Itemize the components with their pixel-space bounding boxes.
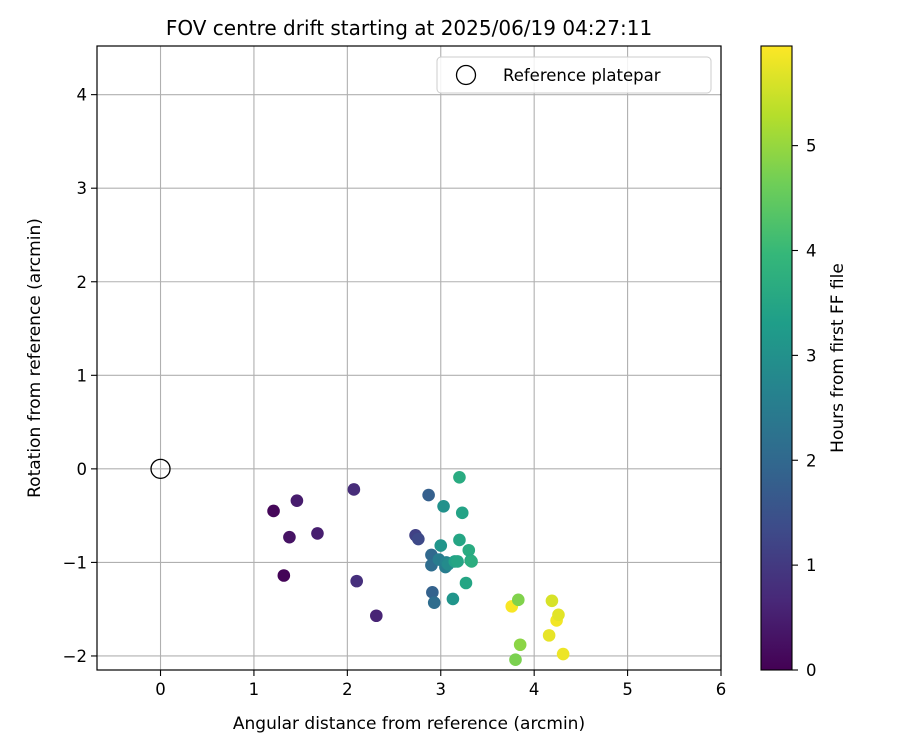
- scatter-point: [283, 530, 296, 544]
- x-tick-label: 3: [436, 680, 447, 699]
- data-points: [267, 470, 570, 667]
- colorbar-tick-label: 0: [806, 661, 817, 680]
- plot-frame: [96, 45, 722, 671]
- scatter-point: [427, 596, 441, 609]
- colorbar-tick-label: 1: [806, 556, 817, 575]
- legend: Reference platepar: [436, 56, 712, 94]
- colorbar-frame: [760, 45, 793, 671]
- colorbar-tick-label: 4: [806, 242, 817, 261]
- scatter-point: [267, 504, 280, 518]
- y-axis-label: Rotation from reference (arcmin): [25, 218, 45, 498]
- y-tick-label: 2: [77, 273, 88, 292]
- scatter-point: [552, 608, 565, 622]
- scatter-point: [370, 609, 383, 623]
- scatter-point: [556, 647, 570, 661]
- scatter-point: [422, 488, 435, 502]
- colorbar-tick-label: 2: [806, 451, 817, 470]
- x-tick-label: 1: [249, 680, 260, 699]
- scatter-point: [290, 494, 304, 507]
- scatter-point: [545, 594, 559, 608]
- x-axis-label: Angular distance from reference (arcmin): [233, 714, 585, 734]
- reference-platepar-marker: [150, 458, 171, 480]
- colorbar-tick-label: 3: [806, 346, 817, 365]
- plot-background: [97, 46, 721, 670]
- scatter-point: [465, 555, 478, 568]
- scatter-point: [453, 533, 466, 547]
- scatter-point: [446, 592, 460, 606]
- scatter-point: [412, 532, 425, 546]
- scatter-point: [509, 653, 522, 667]
- x-axis-ticks: 0 1 2 3 4 5 6: [155, 670, 726, 699]
- scatter-point: [542, 629, 556, 642]
- scatter-point: [453, 470, 466, 484]
- y-tick-label: 0: [77, 460, 88, 479]
- scatter-point: [459, 576, 473, 590]
- colorbar: 0 1 2 3 4 5 Hours from first FF file: [760, 45, 848, 680]
- scatter-point: [277, 569, 291, 582]
- scatter-point: [437, 499, 450, 513]
- x-tick-label: 4: [529, 680, 540, 699]
- scatter-point: [347, 483, 361, 496]
- x-tick-label: 0: [155, 680, 166, 699]
- plot-area: 0 1 2 3 4 5 6 −2 −1 0 1 2 3 4: [63, 45, 726, 699]
- legend-marker-icon: [455, 64, 477, 86]
- colorbar-tick-label: 5: [806, 137, 817, 156]
- scatter-point: [462, 543, 476, 557]
- x-tick-label: 6: [716, 680, 727, 699]
- colorbar-label: Hours from first FF file: [828, 263, 848, 453]
- scatter-point: [426, 586, 439, 599]
- legend-box: [436, 56, 712, 94]
- scatter-point: [513, 638, 527, 652]
- scatter-point: [455, 506, 469, 520]
- y-tick-label: 3: [77, 179, 88, 198]
- y-tick-label: −2: [63, 647, 87, 666]
- x-tick-label: 2: [342, 680, 353, 699]
- chart-title: FOV centre drift starting at 2025/06/19 …: [166, 16, 652, 40]
- scatter-point: [451, 555, 464, 568]
- scatter-point: [350, 574, 363, 588]
- y-tick-label: −1: [63, 553, 87, 572]
- colorbar-ticks: 0 1 2 3 4 5: [792, 137, 817, 680]
- y-tick-label: 4: [77, 86, 88, 105]
- reference-marker-layer: [150, 458, 171, 480]
- scatter-point: [311, 527, 324, 540]
- legend-label: Reference platepar: [503, 66, 661, 85]
- y-axis-ticks: −2 −1 0 1 2 3 4: [63, 86, 97, 666]
- colorbar-gradient: [761, 46, 792, 670]
- x-tick-label: 5: [622, 680, 633, 699]
- scatter-point: [511, 593, 525, 607]
- y-tick-label: 1: [77, 366, 88, 385]
- scatter-point: [434, 539, 448, 552]
